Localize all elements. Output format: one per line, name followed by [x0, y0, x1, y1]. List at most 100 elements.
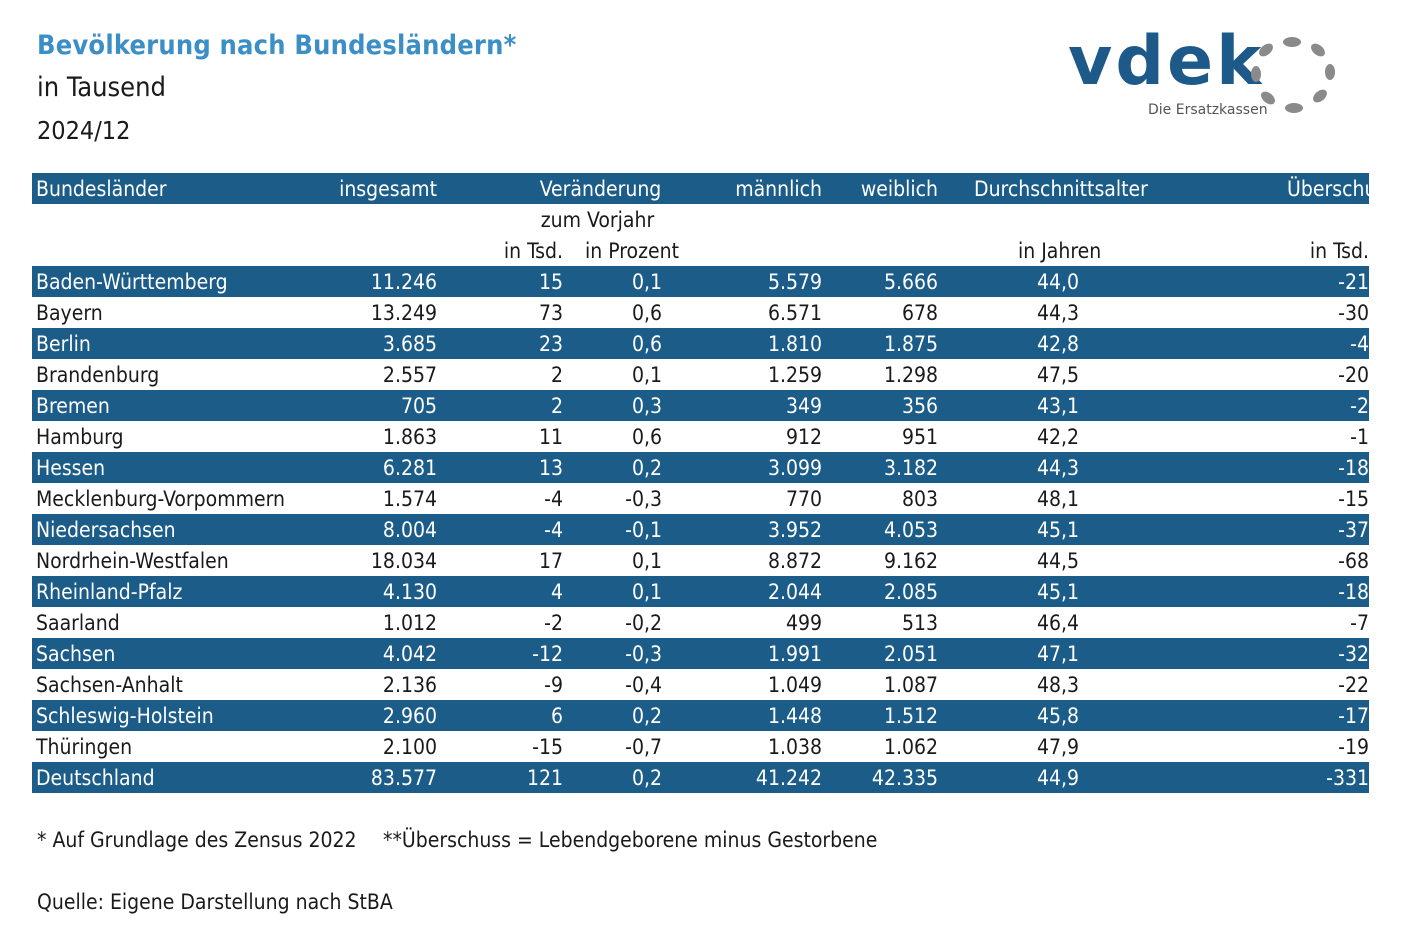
cell-spacer	[1079, 359, 1287, 390]
cell-change-abs: -9	[544, 672, 563, 697]
table-row: Hamburg 1.863 11 0,6 912 951 42,2 -1	[32, 421, 1369, 452]
cell-total: 1.863	[382, 424, 437, 449]
cell-change-pct: -0,3	[563, 638, 697, 669]
table-row: Hessen 6.281 13 0,2 3.099 3.182 44,3 -18	[32, 452, 1370, 483]
cell-surplus: -30	[1338, 300, 1370, 325]
cell-male: 3.952	[696, 514, 823, 545]
cell-surplus: -2	[1287, 390, 1370, 421]
cell-change-pct: 0,1	[563, 576, 697, 607]
cell-female: 803	[901, 486, 939, 511]
cell-female: 1.298	[883, 362, 939, 387]
table-row: Thüringen 2.100 -15 -0,7 1.038 1.062 47,9 -19	[32, 731, 1369, 762]
cell-change-abs: 2	[550, 362, 563, 387]
cell-female: 3.182	[822, 452, 939, 483]
header-female: weiblich	[822, 173, 939, 204]
cell-spacer	[1079, 545, 1287, 576]
cell-spacer	[1079, 762, 1288, 793]
cell-surplus: -32	[1287, 638, 1370, 669]
cell-avg-age: 42,2	[1036, 424, 1080, 449]
cell-female: 2.085	[822, 576, 939, 607]
logo-ring-icon	[1251, 37, 1335, 113]
cell-change-pct: 0,1	[631, 362, 663, 387]
cell-state: Baden-Württemberg	[32, 266, 302, 297]
cell-change-abs: 17	[538, 548, 563, 573]
cell-female: 513	[901, 610, 939, 635]
cell-total: 1.574	[382, 486, 437, 511]
cell-total: 83.577	[302, 762, 437, 793]
cell-state: Niedersachsen	[32, 514, 302, 545]
cell-spacer	[1079, 514, 1288, 545]
cell-surplus: -17	[1287, 700, 1370, 731]
cell-spacer	[1079, 421, 1287, 452]
cell-avg-age: 48,3	[1036, 672, 1080, 697]
cell-change-abs: 6	[437, 700, 563, 731]
cell-female: 9.162	[883, 548, 939, 573]
cell-state: Schleswig-Holstein	[32, 700, 302, 731]
header-surplus: Überschuss**	[1287, 173, 1410, 204]
table-row: Brandenburg 2.557 2 0,1 1.259 1.298 47,5 -20	[32, 359, 1369, 390]
table-row: Berlin 3.685 23 0,6 1.810 1.875 42,8 -4	[32, 328, 1370, 359]
cell-spacer	[1079, 390, 1288, 421]
cell-avg-age: 48,1	[1036, 486, 1080, 511]
cell-spacer	[1079, 576, 1288, 607]
cell-change-pct: 0,1	[563, 266, 697, 297]
footnote-surplus: **Überschuss = Lebendgeborene minus Gest…	[383, 828, 878, 852]
cell-male: 6.571	[767, 300, 823, 325]
cell-change-pct: -0,3	[625, 486, 663, 511]
cell-male: 2.044	[696, 576, 823, 607]
cell-avg-age: 44,3	[938, 452, 1080, 483]
cell-spacer	[1079, 731, 1287, 762]
cell-total: 4.130	[302, 576, 437, 607]
table-row: Schleswig-Holstein 2.960 6 0,2 1.448 1.512 45,…	[32, 700, 1370, 731]
cell-female: 2.051	[822, 638, 939, 669]
cell-male: 8.872	[767, 548, 823, 573]
cell-avg-age: 46,4	[1036, 610, 1080, 635]
cell-change-pct: -0,2	[625, 610, 663, 635]
cell-female: 356	[822, 390, 939, 421]
cell-change-abs: 4	[437, 576, 563, 607]
cell-change-pct: 0,6	[631, 300, 663, 325]
logo-wordmark: vdek	[1068, 22, 1265, 101]
cell-male: 499	[785, 610, 823, 635]
cell-avg-age: 44,5	[1036, 548, 1080, 573]
cell-state: Saarland	[36, 610, 120, 635]
header-male: männlich	[696, 173, 823, 204]
cell-surplus: -331	[1287, 762, 1370, 793]
cell-total: 3.685	[302, 328, 437, 359]
cell-male: 5.579	[696, 266, 823, 297]
cell-state: Hessen	[32, 452, 302, 483]
cell-state: Bayern	[36, 300, 103, 325]
cell-change-abs: 2	[437, 390, 563, 421]
cell-female: 1.875	[822, 328, 939, 359]
cell-change-pct: -0,1	[563, 514, 697, 545]
cell-change-abs: 13	[437, 452, 563, 483]
cell-female: 1.512	[822, 700, 939, 731]
cell-avg-age: 45,1	[938, 576, 1080, 607]
cell-change-abs: 11	[538, 424, 563, 449]
cell-spacer	[1079, 638, 1288, 669]
cell-state: Nordrhein-Westfalen	[36, 548, 229, 573]
vdek-logo: vdek Die Ersatzkassen	[1068, 22, 1348, 126]
cell-state: Sachsen-Anhalt	[36, 672, 183, 697]
cell-avg-age: 44,3	[1036, 300, 1080, 325]
cell-change-pct: 0,6	[631, 424, 663, 449]
cell-change-pct: 0,2	[563, 700, 697, 731]
cell-surplus: -18	[1287, 576, 1370, 607]
cell-surplus: -20	[1338, 362, 1370, 387]
cell-total: 2.557	[382, 362, 437, 387]
cell-spacer	[1079, 266, 1288, 297]
table-header-row: Bundesländer insgesamt Veränderung männl…	[32, 173, 1410, 204]
cell-surplus: -18	[1287, 452, 1370, 483]
cell-change-abs: -2	[544, 610, 563, 635]
subheader-change-pct: in Prozent	[563, 235, 697, 266]
cell-female: 42.335	[822, 762, 939, 793]
table-row: Rheinland-Pfalz 4.130 4 0,1 2.044 2.085 45,1 -1…	[32, 576, 1370, 607]
cell-change-abs: 121	[437, 762, 563, 793]
cell-avg-age: 47,9	[1036, 734, 1080, 759]
cell-surplus: -4	[1287, 328, 1370, 359]
cell-change-pct: 0,2	[563, 452, 697, 483]
cell-change-pct: -0,4	[625, 672, 663, 697]
cell-male: 349	[696, 390, 823, 421]
subheader-age-unit: in Jahren	[938, 235, 1288, 266]
cell-male: 770	[785, 486, 823, 511]
